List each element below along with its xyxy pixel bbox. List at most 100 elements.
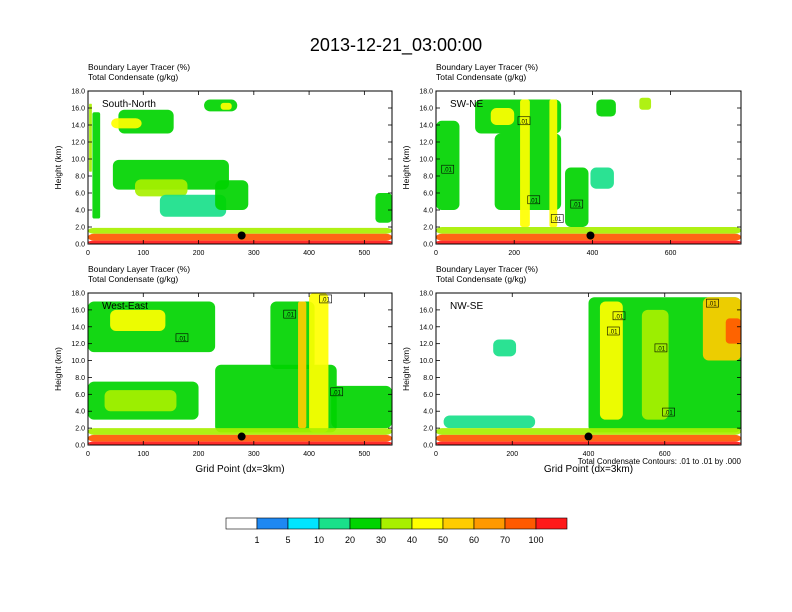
x-tick-label: 0 xyxy=(434,451,438,458)
contour-label: .01 xyxy=(609,330,618,336)
location-marker xyxy=(584,432,593,441)
y-axis-label: Height (km) xyxy=(53,347,63,391)
tracer-region xyxy=(220,102,232,110)
y-tick-label: 8.0 xyxy=(423,375,433,382)
tracer-region xyxy=(443,415,536,429)
tracer-region xyxy=(549,99,558,227)
contour-label-title: Total Condensate (g/kg) xyxy=(436,72,526,82)
contour-label: .01 xyxy=(708,302,717,308)
tracer-region xyxy=(375,193,392,223)
x-tick-label: 200 xyxy=(506,451,518,458)
contour-label-box xyxy=(654,343,668,353)
colorbar-label: 20 xyxy=(345,535,355,545)
x-tick-label: 300 xyxy=(248,250,260,257)
y-tick-label: 14.0 xyxy=(71,123,85,130)
y-tick-label: 4.0 xyxy=(423,409,433,416)
contour-footnote: Total Condensate Contours: .01 to .01 by… xyxy=(578,457,742,466)
x-tick-label: 500 xyxy=(359,250,371,257)
y-tick-label: 18.0 xyxy=(419,89,433,96)
panel-label: West-East xyxy=(102,301,148,312)
tracer-region xyxy=(599,301,623,420)
tracer-region xyxy=(702,297,741,361)
colorbar-label: 100 xyxy=(528,535,543,545)
y-tick-label: 6.0 xyxy=(423,392,433,399)
x-tick-label: 200 xyxy=(193,451,205,458)
location-marker xyxy=(237,432,246,441)
colorbar-label: 5 xyxy=(285,535,290,545)
colorbar-swatch xyxy=(535,517,568,530)
figure-title: 2013-12-21_03:00:00 xyxy=(310,35,482,56)
panel-nw-se: .01 .01 .01 .01 .01 0.0 2.0 4.0 6.0 8.0 10.0 12.0 14… xyxy=(401,264,742,475)
y-axis-label: Height (km) xyxy=(401,145,411,189)
contour-label-box xyxy=(570,199,584,209)
tracer-region xyxy=(436,227,741,234)
colorbar-swatch xyxy=(473,517,506,530)
y-tick-label: 12.0 xyxy=(71,140,85,147)
colorbar-label: 40 xyxy=(407,535,417,545)
y-axis-label: Height (km) xyxy=(401,347,411,391)
x-tick-label: 200 xyxy=(193,250,205,257)
y-tick-label: 2.0 xyxy=(75,426,85,433)
contour-label: .01 xyxy=(333,390,342,396)
tracer-region xyxy=(88,240,392,244)
x-tick-label: 600 xyxy=(659,451,671,458)
y-tick-label: 16.0 xyxy=(71,307,85,314)
y-tick-label: 12.0 xyxy=(419,341,433,348)
y-tick-label: 6.0 xyxy=(75,392,85,399)
y-tick-label: 8.0 xyxy=(75,174,85,181)
contour-label-box xyxy=(283,309,297,319)
contour-label-box xyxy=(527,195,541,205)
y-tick-label: 10.0 xyxy=(71,358,85,365)
colorbar-label: 70 xyxy=(500,535,510,545)
contour-label: .01 xyxy=(444,168,453,174)
contour-label: .01 xyxy=(322,297,331,303)
contour-label: .01 xyxy=(573,203,582,209)
panel-sw-ne: .01 .01 .01 .01 .01 0.0 2.0 4.0 6.0 8.0 10.0 12.0 14… xyxy=(401,62,742,257)
panel-west-east: .01 .01 .01 .01 0.0 2.0 4.0 6.0 8.0 10.0 12.0 14.0 1… xyxy=(53,264,393,475)
colorbar-label: 1 xyxy=(254,535,259,545)
y-tick-label: 12.0 xyxy=(419,140,433,147)
colorbar: 1 5 10 20 30 40 50 60 70 100 xyxy=(225,517,568,545)
y-tick-label: 10.0 xyxy=(71,157,85,164)
colorbar-swatch xyxy=(442,517,475,530)
tracer-region xyxy=(88,227,392,234)
tracer-region xyxy=(134,179,188,197)
x-tick-label: 400 xyxy=(583,451,595,458)
tracer-region xyxy=(436,428,741,435)
y-tick-label: 14.0 xyxy=(419,324,433,331)
y-tick-label: 12.0 xyxy=(71,341,85,348)
colorbar-label: 50 xyxy=(438,535,448,545)
tracer-region xyxy=(89,103,92,172)
y-tick-label: 16.0 xyxy=(419,307,433,314)
x-tick-label: 100 xyxy=(137,451,149,458)
colorbar-swatch xyxy=(504,517,537,530)
y-tick-label: 14.0 xyxy=(71,324,85,331)
contour-label-title: Total Condensate (g/kg) xyxy=(88,72,178,82)
y-tick-label: 2.0 xyxy=(75,225,85,232)
y-tick-label: 6.0 xyxy=(423,191,433,198)
colorbar-swatch xyxy=(380,517,413,530)
x-tick-label: 0 xyxy=(86,451,90,458)
colorbar-swatch xyxy=(287,517,320,530)
y-tick-label: 0.0 xyxy=(423,242,433,249)
x-axis-label: Grid Point (dx=3km) xyxy=(195,464,284,475)
tracer-region xyxy=(331,385,392,429)
contour-label-box xyxy=(606,326,620,336)
panel-south-north: 0.0 2.0 4.0 6.0 8.0 10.0 12.0 14.0 16.0 18.0 0 100 2… xyxy=(53,62,393,257)
colorbar-label: 10 xyxy=(314,535,324,545)
x-tick-label: 400 xyxy=(303,451,315,458)
y-tick-label: 0.0 xyxy=(75,443,85,450)
x-axis-label: Grid Point (dx=3km) xyxy=(544,464,633,475)
x-tick-label: 200 xyxy=(508,250,520,257)
tracer-region xyxy=(270,301,315,369)
contour-label-box xyxy=(319,294,332,304)
tracer-region xyxy=(596,99,616,117)
tracer-region xyxy=(204,99,238,112)
colorbar-swatch xyxy=(411,517,444,530)
location-marker xyxy=(237,231,246,240)
location-marker xyxy=(586,231,595,240)
y-tick-label: 14.0 xyxy=(419,123,433,130)
tracer-region xyxy=(493,339,517,357)
colorbar-swatch xyxy=(225,517,258,530)
